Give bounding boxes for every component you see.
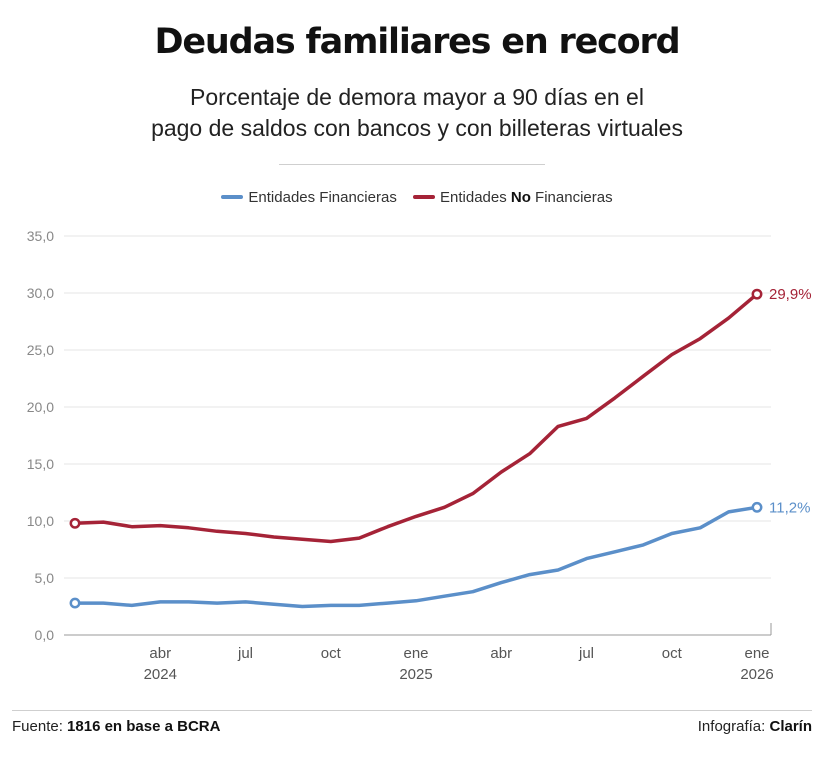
- legend-label-suffix: Financieras: [530, 189, 613, 206]
- x-tick-label: jul: [578, 645, 594, 662]
- series-end-label: 29,9%: [769, 286, 812, 303]
- source-name: 1816 en base a BCRA: [67, 718, 221, 735]
- series-start-marker: [69, 517, 81, 529]
- subtitle-line-2: pago de saldos con bancos y con billeter…: [151, 115, 683, 141]
- legend-item-financieras: Entidades Financieras: [221, 189, 397, 206]
- credit-prefix: Infografía:: [697, 718, 770, 735]
- x-tick-label: abr: [490, 645, 512, 662]
- x-tick-label: oct: [662, 645, 683, 662]
- series-start-marker: [69, 597, 81, 609]
- footer-divider: [12, 710, 812, 711]
- legend-swatch-no-financieras: [413, 195, 435, 200]
- x-tick-year-label: 2025: [399, 666, 432, 683]
- x-tick-label: abr: [149, 645, 171, 662]
- series-end-label: 11,2%: [769, 499, 810, 516]
- series-end-marker: [751, 288, 763, 300]
- legend-swatch-financieras: [221, 195, 244, 200]
- y-tick-label: 25,0: [27, 342, 54, 358]
- chart-subtitle: Porcentaje de demora mayor a 90 días en …: [0, 82, 834, 144]
- credit-name: Clarín: [769, 718, 812, 735]
- legend-label-financieras: Entidades Financieras: [248, 189, 397, 206]
- legend-label-no-financieras: Entidades No Financieras: [440, 189, 613, 206]
- legend-label-prefix: Entidades: [440, 189, 511, 206]
- legend-item-no-financieras: Entidades No Financieras: [413, 189, 613, 206]
- credit-note: Infografía: Clarín: [698, 718, 812, 735]
- series-end-marker: [751, 501, 763, 513]
- series-line-no_financieras: [73, 292, 759, 544]
- source-note: Fuente: 1816 en base a BCRA: [12, 718, 220, 735]
- x-tick-label: oct: [321, 645, 342, 662]
- x-tick-year-label: 2026: [740, 666, 773, 683]
- x-tick-label: ene: [744, 645, 769, 662]
- legend-label-bold: No: [510, 189, 531, 206]
- x-tick-label: jul: [237, 645, 253, 662]
- chart-legend: Entidades Financieras Entidades No Finan…: [0, 189, 834, 206]
- y-tick-label: 20,0: [27, 399, 54, 415]
- y-tick-label: 5,0: [35, 570, 55, 586]
- y-tick-label: 15,0: [27, 456, 54, 472]
- x-tick-label: ene: [403, 645, 428, 662]
- header-divider: [279, 164, 545, 165]
- series-line-financieras: [73, 505, 759, 609]
- y-tick-label: 10,0: [27, 513, 54, 529]
- line-chart: 0,0 5,0 10,0 15,0 20,0 25,0 30,0 35,0 abr 2024 jul…: [27, 228, 812, 683]
- y-tick-label: 30,0: [27, 285, 54, 301]
- x-tick-year-label: 2024: [144, 666, 177, 683]
- chart-title: Deudas familiares en record: [154, 22, 681, 62]
- subtitle-line-1: Porcentaje de demora mayor a 90 días en …: [190, 84, 644, 110]
- y-tick-label: 35,0: [27, 228, 54, 244]
- source-prefix: Fuente:: [12, 718, 68, 735]
- y-tick-label: 0,0: [35, 627, 55, 643]
